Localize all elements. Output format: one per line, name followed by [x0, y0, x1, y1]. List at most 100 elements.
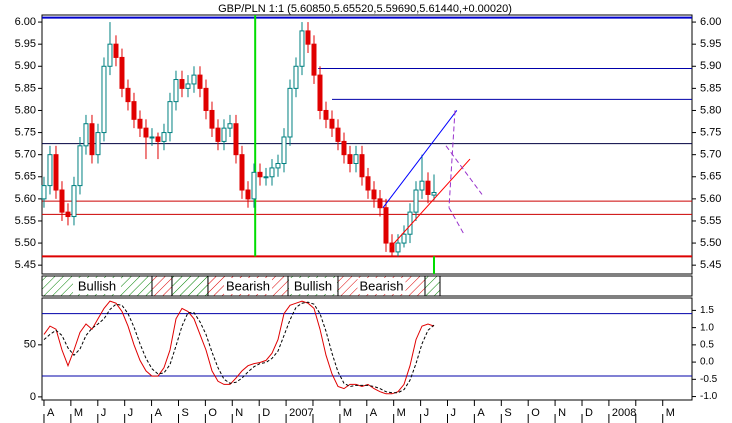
y-tick-label: 5.60	[15, 193, 36, 205]
signal-segment	[151, 275, 173, 297]
y-tick-label: 5.55	[15, 215, 36, 227]
candle-body	[269, 167, 275, 178]
candle-body	[335, 127, 341, 142]
signal-label-bg	[72, 278, 121, 294]
layer: 6.00 6.00 5.95 5.95 5.90 5.90 5.85 5.85 5.80 5.80…	[15, 15, 721, 423]
candle-body	[107, 43, 113, 67]
signal-label: Bearish	[359, 278, 403, 293]
indicator-line	[43, 300, 435, 395]
trend-line	[382, 110, 458, 209]
y2-tick-label: -0.5	[700, 374, 718, 385]
x-tick-label: 2008	[612, 407, 636, 419]
candle-body	[95, 132, 101, 156]
signal-label: Bullish	[78, 278, 116, 293]
y-tick-label: 5.65	[700, 171, 721, 183]
candle-body	[275, 163, 281, 169]
candle-body	[401, 233, 407, 244]
candle-body	[203, 87, 209, 111]
candle-body	[299, 30, 305, 67]
y-tick-label: 5.90	[700, 60, 721, 72]
x-tick-label: A	[47, 407, 55, 419]
x-tick-label: N	[558, 407, 566, 419]
candle-body	[125, 87, 131, 103]
candle-body	[233, 123, 239, 156]
x-tick-label: J	[424, 407, 430, 419]
candle-body	[59, 189, 65, 213]
signal-segment	[171, 275, 209, 297]
candle-body	[311, 43, 317, 76]
trend-line	[445, 145, 483, 195]
signal-label: Bullish	[294, 278, 332, 293]
candle-body	[155, 136, 161, 142]
y-tick-label: 6.00	[15, 16, 36, 28]
y-tick-label: 5.70	[15, 149, 36, 161]
candle-body	[347, 154, 353, 165]
x-tick-label: N	[235, 407, 243, 419]
candle-body	[41, 185, 47, 200]
candle-body	[389, 242, 395, 253]
candle-body	[353, 154, 359, 165]
y-tick-label: 5.80	[700, 104, 721, 116]
y-tick-label: 0	[30, 391, 36, 403]
candle-body	[257, 171, 263, 178]
x-tick-label: S	[504, 407, 511, 419]
candle-body	[131, 101, 137, 120]
y-tick-label: 5.95	[15, 38, 36, 50]
signal-label-bg	[288, 278, 337, 294]
y-tick-label: 5.95	[700, 38, 721, 50]
price-panel	[41, 14, 693, 275]
candle-body	[83, 123, 89, 147]
y-tick-label: 6.00	[700, 16, 721, 28]
indicator-panel	[41, 297, 693, 401]
candle-body	[359, 154, 365, 178]
candle-body	[179, 79, 185, 89]
y-tick-label: 5.55	[700, 215, 721, 227]
y-tick-label: 5.70	[700, 149, 721, 161]
candle-body	[149, 136, 155, 139]
candle-body	[419, 180, 425, 191]
y-tick-label: 5.60	[700, 193, 721, 205]
x-tick-label: O	[208, 407, 217, 419]
x-tick-label: 2007	[289, 407, 313, 419]
candle-body	[395, 242, 401, 253]
y-tick-label: 5.80	[15, 104, 36, 116]
candle-body	[413, 189, 419, 213]
x-tick-label: M	[666, 407, 675, 419]
candle-body	[71, 185, 77, 218]
candle-body	[431, 191, 437, 196]
x-tick-label: A	[477, 407, 485, 419]
candle-body	[47, 154, 53, 187]
candle-body	[77, 145, 83, 187]
x-tick-label: A	[155, 407, 163, 419]
trend-line	[448, 110, 456, 208]
x-tick-label: M	[74, 407, 83, 419]
y2-tick-label: 1.0	[700, 322, 714, 333]
candle-body	[425, 180, 431, 195]
candle-body	[377, 198, 383, 209]
x-tick-label: J	[128, 407, 134, 419]
candle-body	[167, 101, 173, 134]
trend-line	[389, 158, 471, 248]
candle-body	[371, 189, 377, 200]
candle-body	[101, 65, 107, 134]
candle-body	[293, 65, 299, 89]
candle-body	[407, 211, 413, 235]
candle-body	[53, 154, 59, 191]
x-tick-label: O	[531, 407, 540, 419]
candle-body	[317, 74, 323, 111]
x-tick-label: A	[370, 407, 378, 419]
candle-body	[137, 118, 143, 129]
y-tick-label: 5.75	[15, 126, 36, 138]
y-tick-label: 50	[24, 339, 36, 351]
signal-label-bg	[357, 278, 406, 294]
x-tick-label: J	[450, 407, 456, 419]
candle-body	[161, 132, 167, 142]
candle-body	[113, 43, 119, 58]
candle-body	[251, 171, 257, 200]
x-tick-label: M	[343, 407, 352, 419]
trend-line	[448, 207, 465, 235]
x-tick-label: D	[262, 407, 270, 419]
y2-tick-label: 0.0	[700, 357, 714, 368]
candle-body	[365, 176, 371, 191]
